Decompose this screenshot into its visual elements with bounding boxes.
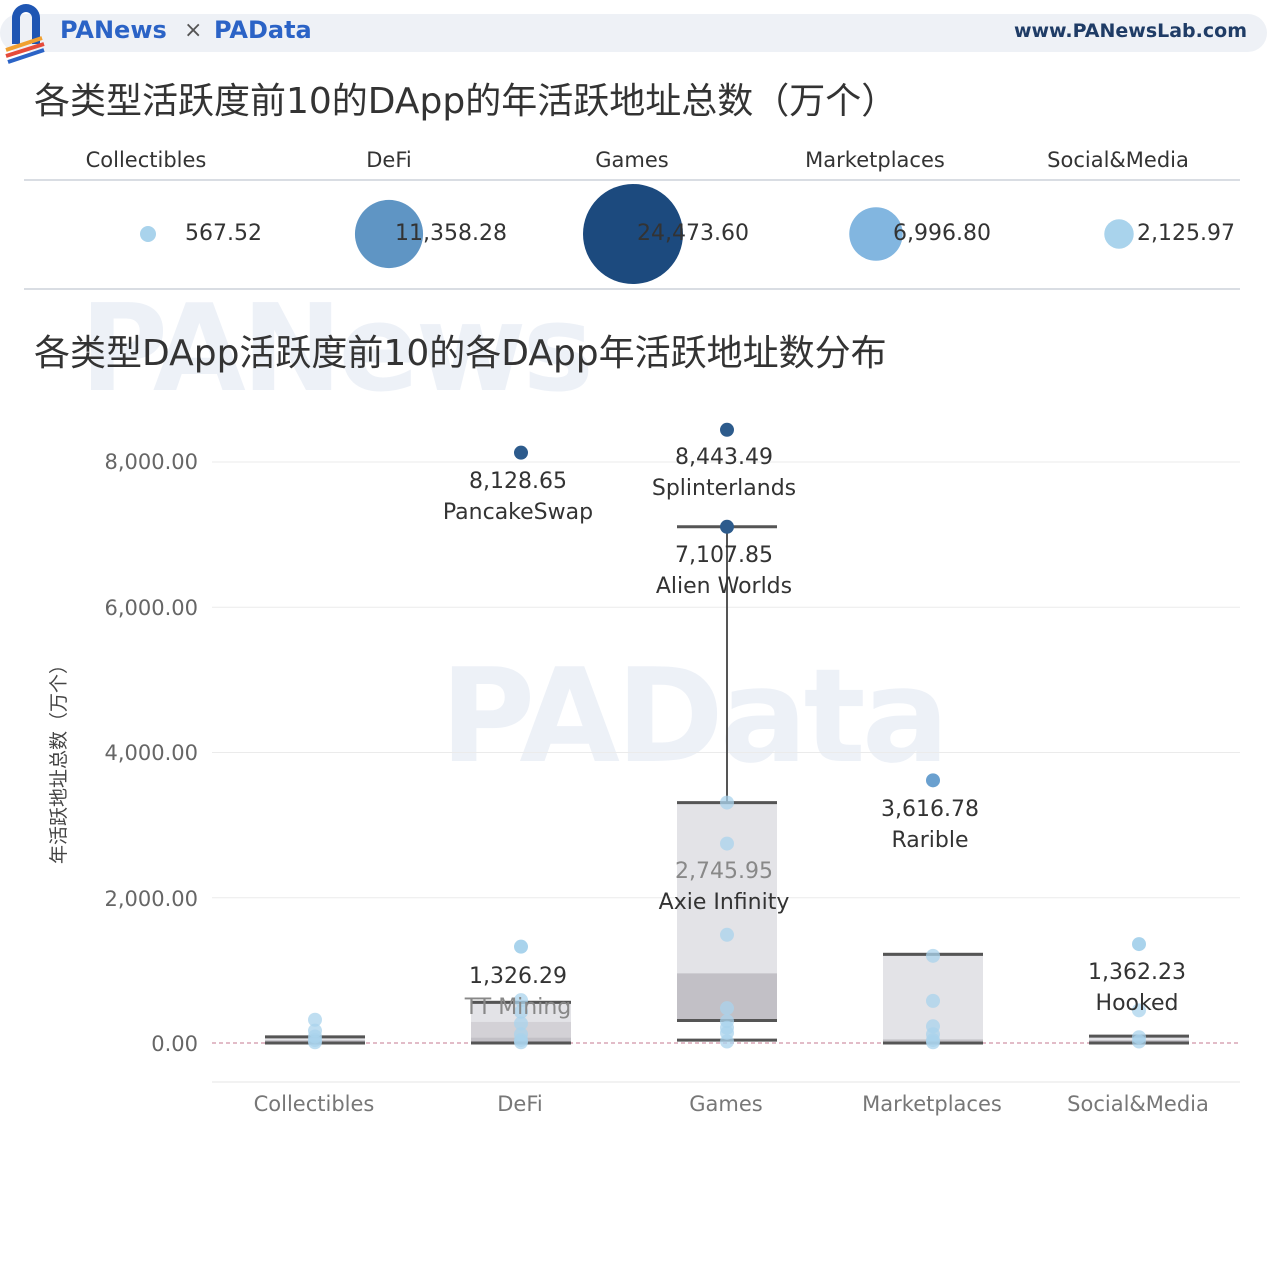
bubble-value-games: 24,473.60 (637, 221, 749, 246)
point-1-4 (514, 1016, 528, 1031)
bubble-chart-title: 各类型活跃度前10的DApp的年活跃地址总数（万个） (34, 81, 898, 122)
annotation-tt-mining-name: TT Mining (464, 995, 572, 1020)
x-cat-defi: DeFi (497, 1092, 543, 1116)
panews-watermark: PANews (80, 280, 594, 419)
y-tick-4000: 4,000.00 (104, 741, 198, 765)
box-plot (212, 422, 1240, 1083)
point-2-1 (720, 519, 734, 534)
brand-panews: PANews (60, 16, 167, 44)
box-upper-2 (677, 802, 777, 974)
annotation-alien-worlds: 7,107.85 Alien Worlds (594, 540, 854, 602)
bubble-4 (1104, 219, 1134, 249)
bubble-value-marketplaces: 6,996.80 (893, 221, 991, 246)
annotation-pancakeswap-name: PancakeSwap (442, 500, 594, 525)
annotation-rarible-value: 3,616.78 (881, 797, 979, 822)
annotation-axie-infinity: 2,745.95 Axie Infinity (594, 856, 854, 918)
panews-logo-icon (4, 0, 48, 64)
bubble-value-collectibles: 567.52 (185, 221, 262, 246)
annotation-alien-worlds-name: Alien Worlds (655, 574, 793, 599)
y-tick-0: 0.00 (151, 1032, 198, 1056)
point-4-0 (1132, 937, 1146, 952)
point-1-2 (514, 993, 528, 1008)
point-4-3 (1132, 1034, 1146, 1049)
annotation-rarible: 3,616.78 Rarible (800, 794, 1060, 856)
annotation-pancakeswap-value: 8,128.65 (469, 469, 567, 494)
point-1-1 (514, 939, 528, 954)
point-4-1 (1132, 1003, 1146, 1018)
bubble-cat-games: Games (595, 148, 669, 172)
bubble-value-defi: 11,358.28 (395, 221, 507, 246)
bubble-header-divider (24, 179, 1240, 181)
point-0-0 (308, 1012, 322, 1027)
point-2-3 (720, 836, 734, 851)
bubble-0 (140, 226, 156, 242)
annotation-axie-name: Axie Infinity (658, 890, 790, 915)
point-3-6 (926, 1035, 940, 1050)
annotation-tt-mining-value: 1,326.29 (469, 964, 567, 989)
bubble-3 (849, 207, 903, 261)
annotation-pancakeswap: 8,128.65 PancakeSwap (388, 466, 648, 528)
annotation-splinterlands: 8,443.49 Splinterlands (594, 442, 854, 504)
padata-watermark: PAData (440, 640, 949, 792)
annotation-rarible-name: Rarible (891, 828, 969, 853)
header-band (0, 14, 1267, 52)
x-cat-games: Games (689, 1092, 763, 1116)
bubble-1 (354, 199, 424, 269)
y-tick-2000: 2,000.00 (104, 887, 198, 911)
point-3-1 (926, 948, 940, 963)
bubble-cat-social-media: Social&Media (1047, 148, 1189, 172)
y-tick-6000: 6,000.00 (104, 596, 198, 620)
annotation-splinterlands-name: Splinterlands (651, 476, 797, 501)
point-0-4 (308, 1035, 322, 1050)
annotation-splinterlands-value: 8,443.49 (675, 445, 773, 470)
bubble-chart (140, 184, 1134, 284)
y-tick-8000: 8,000.00 (104, 450, 198, 474)
point-2-2 (720, 795, 734, 810)
point-1-3 (514, 1004, 528, 1019)
annotation-hooked: 1,362.23 Hooked (1007, 957, 1267, 1019)
x-cat-collectibles: Collectibles (253, 1092, 375, 1116)
x-cat-marketplaces: Marketplaces (862, 1092, 1002, 1116)
point-3-2 (926, 993, 940, 1008)
annotation-hooked-value: 1,362.23 (1088, 960, 1186, 985)
bubble-cat-collectibles: Collectibles (85, 148, 207, 172)
bubble-footer-divider (24, 288, 1240, 290)
bubble-2 (583, 184, 683, 284)
point-1-0 (514, 445, 528, 460)
annotation-tt-mining: 1,326.29 TT Mining (388, 961, 648, 1023)
point-3-0 (926, 773, 940, 788)
bubble-value-social-media: 2,125.97 (1137, 221, 1235, 246)
x-cat-social-media: Social&Media (1067, 1092, 1209, 1116)
annotation-alien-worlds-value: 7,107.85 (675, 543, 773, 568)
annotation-hooked-name: Hooked (1095, 991, 1179, 1016)
point-2-4 (720, 927, 734, 942)
annotation-axie-value: 2,745.95 (675, 859, 773, 884)
point-2-0 (720, 422, 734, 437)
site-url[interactable]: www.PANewsLab.com (1013, 20, 1247, 42)
bubble-cat-defi: DeFi (366, 148, 412, 172)
box-chart-title: 各类型DApp活跃度前10的各DApp年活跃地址数分布 (34, 333, 887, 374)
point-2-5 (720, 1001, 734, 1016)
brand-padata: PAData (214, 16, 312, 44)
point-1-7 (514, 1035, 528, 1050)
point-2-9 (720, 1034, 734, 1049)
bubble-cat-marketplaces: Marketplaces (805, 148, 945, 172)
brand-separator: × (184, 18, 203, 43)
